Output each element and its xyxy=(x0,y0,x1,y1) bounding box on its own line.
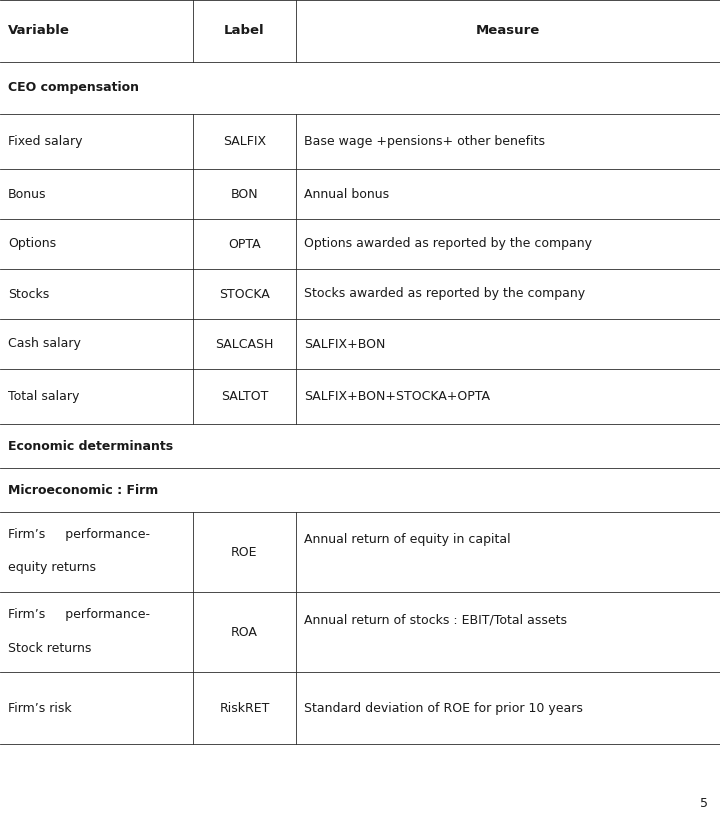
Text: Annual return of stocks : EBIT/Total assets: Annual return of stocks : EBIT/Total ass… xyxy=(304,613,567,626)
Text: SALCASH: SALCASH xyxy=(215,338,274,350)
Text: Bonus: Bonus xyxy=(8,187,47,201)
Text: Fixed salary: Fixed salary xyxy=(8,135,83,148)
Text: STOCKA: STOCKA xyxy=(219,288,270,301)
Text: Firm’s     performance-: Firm’s performance- xyxy=(8,528,150,541)
Text: 5: 5 xyxy=(700,797,708,810)
Text: SALFIX: SALFIX xyxy=(223,135,266,148)
Text: Stocks awarded as reported by the company: Stocks awarded as reported by the compan… xyxy=(304,288,585,301)
Text: Standard deviation of ROE for prior 10 years: Standard deviation of ROE for prior 10 y… xyxy=(304,701,583,714)
Text: Options: Options xyxy=(8,238,56,251)
Text: OPTA: OPTA xyxy=(228,238,261,251)
Text: Economic determinants: Economic determinants xyxy=(8,440,173,452)
Text: Microeconomic : Firm: Microeconomic : Firm xyxy=(8,483,158,496)
Text: Measure: Measure xyxy=(476,25,540,38)
Text: SALFIX+BON+STOCKA+OPTA: SALFIX+BON+STOCKA+OPTA xyxy=(304,390,490,403)
Text: ROE: ROE xyxy=(231,546,258,558)
Text: Stocks: Stocks xyxy=(8,288,49,301)
Text: Stock returns: Stock returns xyxy=(8,641,91,654)
Text: equity returns: equity returns xyxy=(8,561,96,575)
Text: Label: Label xyxy=(224,25,265,38)
Text: SALTOT: SALTOT xyxy=(221,390,268,403)
Text: Firm’s risk: Firm’s risk xyxy=(8,701,71,714)
Text: Firm’s     performance-: Firm’s performance- xyxy=(8,608,150,621)
Text: Cash salary: Cash salary xyxy=(8,338,81,350)
Text: Base wage +pensions+ other benefits: Base wage +pensions+ other benefits xyxy=(304,135,545,148)
Text: Total salary: Total salary xyxy=(8,390,79,403)
Text: RiskRET: RiskRET xyxy=(220,701,270,714)
Text: Options awarded as reported by the company: Options awarded as reported by the compa… xyxy=(304,238,592,251)
Text: ROA: ROA xyxy=(231,626,258,639)
Text: CEO compensation: CEO compensation xyxy=(8,81,139,95)
Text: Annual bonus: Annual bonus xyxy=(304,187,389,201)
Text: BON: BON xyxy=(230,187,258,201)
Text: Variable: Variable xyxy=(8,25,70,38)
Text: SALFIX+BON: SALFIX+BON xyxy=(304,338,385,350)
Text: Annual return of equity in capital: Annual return of equity in capital xyxy=(304,533,510,547)
